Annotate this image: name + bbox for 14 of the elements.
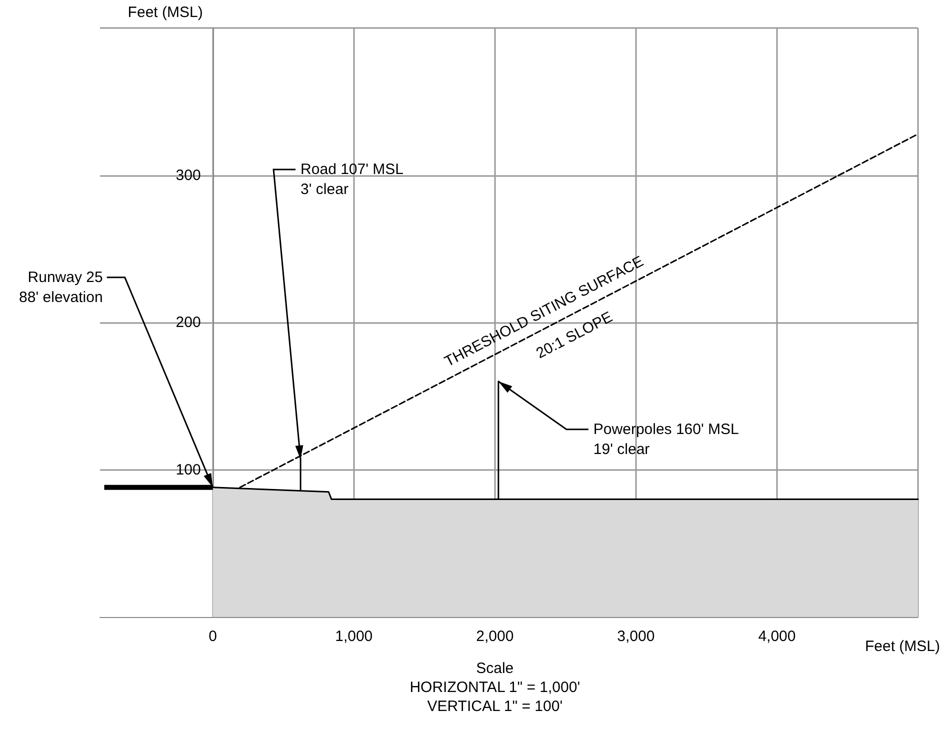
- x-tick-label: 3,000: [617, 628, 655, 645]
- annotation: Runway 25 88' elevation: [19, 268, 103, 306]
- x-tick-label: 0: [208, 628, 217, 645]
- text: Scale HORIZONTAL 1" = 1,000' VERTICAL 1" = 100': [410, 660, 580, 715]
- x-axis-title: Feet (MSL): [864, 638, 940, 655]
- y-axis-title: Feet (MSL): [128, 4, 203, 21]
- x-tick-label: 4,000: [758, 628, 796, 645]
- y-tick-label: 200: [176, 314, 201, 331]
- annotation: Powerpoles 160' MSL 19' clear: [593, 420, 739, 458]
- x-tick-label: 2,000: [476, 628, 514, 645]
- y-tick-label: 300: [176, 166, 201, 184]
- y-tick-label: 100: [176, 461, 201, 478]
- annotation: Road 107' MSL 3' clear: [300, 160, 404, 198]
- x-tick-label: 1,000: [335, 628, 373, 645]
